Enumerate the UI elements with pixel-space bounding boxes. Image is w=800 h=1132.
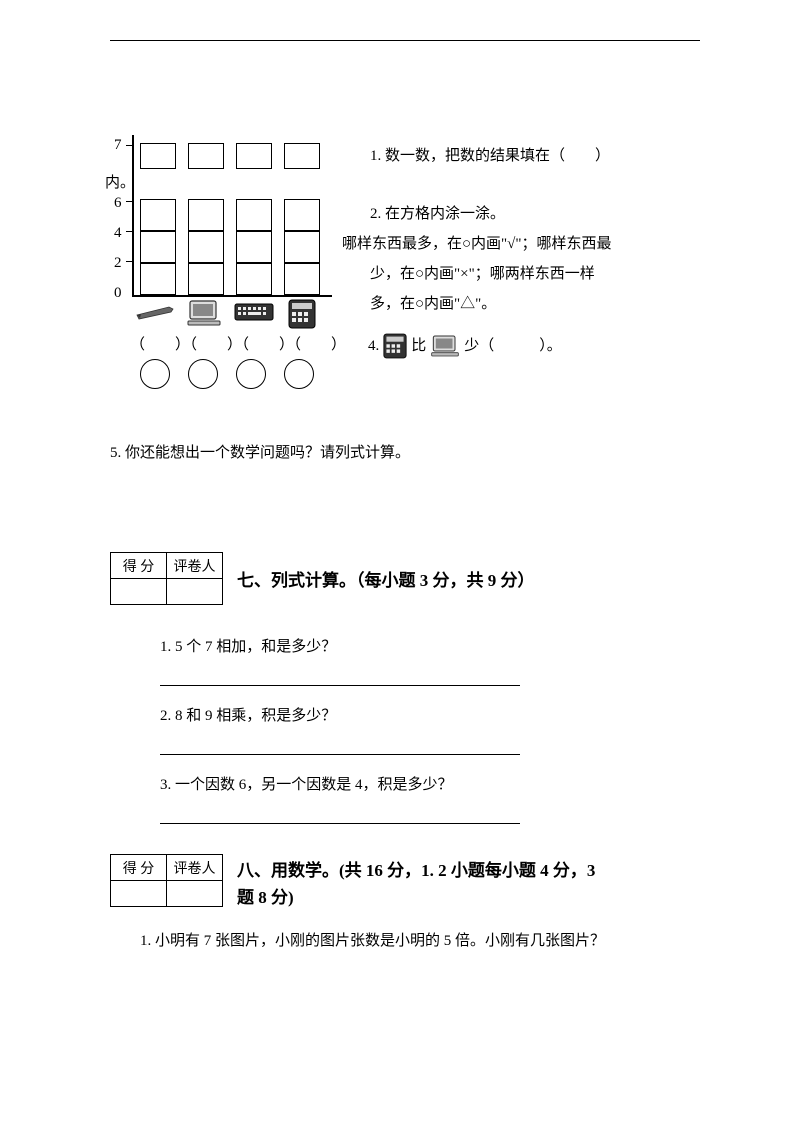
- chart-box: [236, 199, 272, 231]
- answer-line[interactable]: [160, 662, 520, 686]
- q3a-text: 哪样东西最多，在○内画"√"；哪样东西最: [342, 229, 612, 259]
- chart-box: [236, 263, 272, 295]
- chart-box: [236, 231, 272, 263]
- pencil-icon: [132, 301, 168, 327]
- score-cell[interactable]: [111, 579, 167, 605]
- section-8: 得 分 评卷人 八、用数学。(共 16 分，1. 2 小题每小题 4 分，3 题…: [110, 854, 700, 955]
- y-label-0: 0: [114, 285, 122, 302]
- chart-box: [140, 263, 176, 295]
- answer-line[interactable]: [160, 731, 520, 755]
- chart-box: [188, 231, 224, 263]
- chart-box: [284, 263, 320, 295]
- q1-tail: 内。: [105, 171, 135, 192]
- answer-line[interactable]: [160, 800, 520, 824]
- grader-header: 评卷人: [167, 553, 223, 579]
- score-header: 得 分: [111, 855, 167, 881]
- grader-cell[interactable]: [167, 579, 223, 605]
- chart-box: [188, 263, 224, 295]
- circle-mark[interactable]: [188, 359, 218, 389]
- score-cell[interactable]: [111, 881, 167, 907]
- paren-label: （ ）: [130, 333, 190, 354]
- score-table: 得 分 评卷人: [110, 854, 223, 907]
- paren-label: （ ）: [234, 333, 294, 354]
- section-7-questions: 1. 5 个 7 相加，和是多少？ 2. 8 和 9 相乘，积是多少？ 3. 一…: [110, 605, 700, 824]
- q7-2: 2. 8 和 9 相乘，积是多少？: [160, 704, 700, 725]
- page-header-rule: [110, 40, 700, 41]
- calculator-icon: [288, 299, 324, 325]
- chart-box: [284, 199, 320, 231]
- calculator-icon: [383, 333, 407, 359]
- q7-3: 3. 一个因数 6，另一个因数是 4，积是多少？: [160, 773, 700, 794]
- x-axis: [132, 295, 332, 297]
- y-axis: [132, 135, 134, 297]
- section-chart-questions: 7 6 4 2 0: [110, 141, 700, 431]
- monitor-icon: [430, 334, 460, 358]
- tick: [126, 231, 132, 232]
- chart-box: [140, 199, 176, 231]
- chart-box: [284, 231, 320, 263]
- tick: [126, 201, 132, 202]
- circle-mark[interactable]: [236, 359, 266, 389]
- q5-text: 5. 你还能想出一个数学问题吗？请列式计算。: [110, 441, 700, 462]
- chart-box: [140, 231, 176, 263]
- chart-box: [188, 199, 224, 231]
- q4-mid: 比: [411, 331, 426, 361]
- circle-mark[interactable]: [284, 359, 314, 389]
- tick: [126, 261, 132, 262]
- circle-mark[interactable]: [140, 359, 170, 389]
- q7-1: 1. 5 个 7 相加，和是多少？: [160, 635, 700, 656]
- y-label-7: 7: [114, 137, 122, 154]
- q3b-text: 少，在○内画"×"；哪两样东西一样: [370, 259, 595, 289]
- q4-prefix: 4.: [368, 331, 379, 361]
- q8-1: 1. 小明有 7 张图片，小刚的图片张数是小明的 5 倍。小刚有几张图片？: [110, 908, 700, 955]
- q4-line: 4. 比 少（ ）。: [368, 331, 562, 361]
- q1-text: 1. 数一数，把数的结果填在（ ）: [370, 141, 610, 171]
- bar-chart: 7 6 4 2 0: [110, 141, 340, 401]
- q3c-text: 多，在○内画"△"。: [370, 289, 496, 319]
- q4-suffix: 少（ ）。: [464, 331, 562, 361]
- grader-cell[interactable]: [167, 881, 223, 907]
- y-label-4: 4: [114, 225, 122, 242]
- chart-box: [236, 143, 272, 169]
- paren-label: （ ）: [286, 333, 346, 354]
- keyboard-icon: [234, 303, 270, 329]
- y-label-2: 2: [114, 255, 122, 272]
- tick: [126, 145, 132, 146]
- monitor-icon: [186, 299, 222, 325]
- chart-box: [284, 143, 320, 169]
- paren-label: （ ）: [182, 333, 242, 354]
- chart-box: [188, 143, 224, 169]
- score-table: 得 分 评卷人: [110, 552, 223, 605]
- section-7: 得 分 评卷人 七、列式计算。（每小题 3 分，共 9 分） 1. 5 个 7 …: [110, 552, 700, 824]
- y-label-6: 6: [114, 195, 122, 212]
- q2-text: 2. 在方格内涂一涂。: [370, 199, 505, 229]
- grader-header: 评卷人: [167, 855, 223, 881]
- score-header: 得 分: [111, 553, 167, 579]
- chart-box: [140, 143, 176, 169]
